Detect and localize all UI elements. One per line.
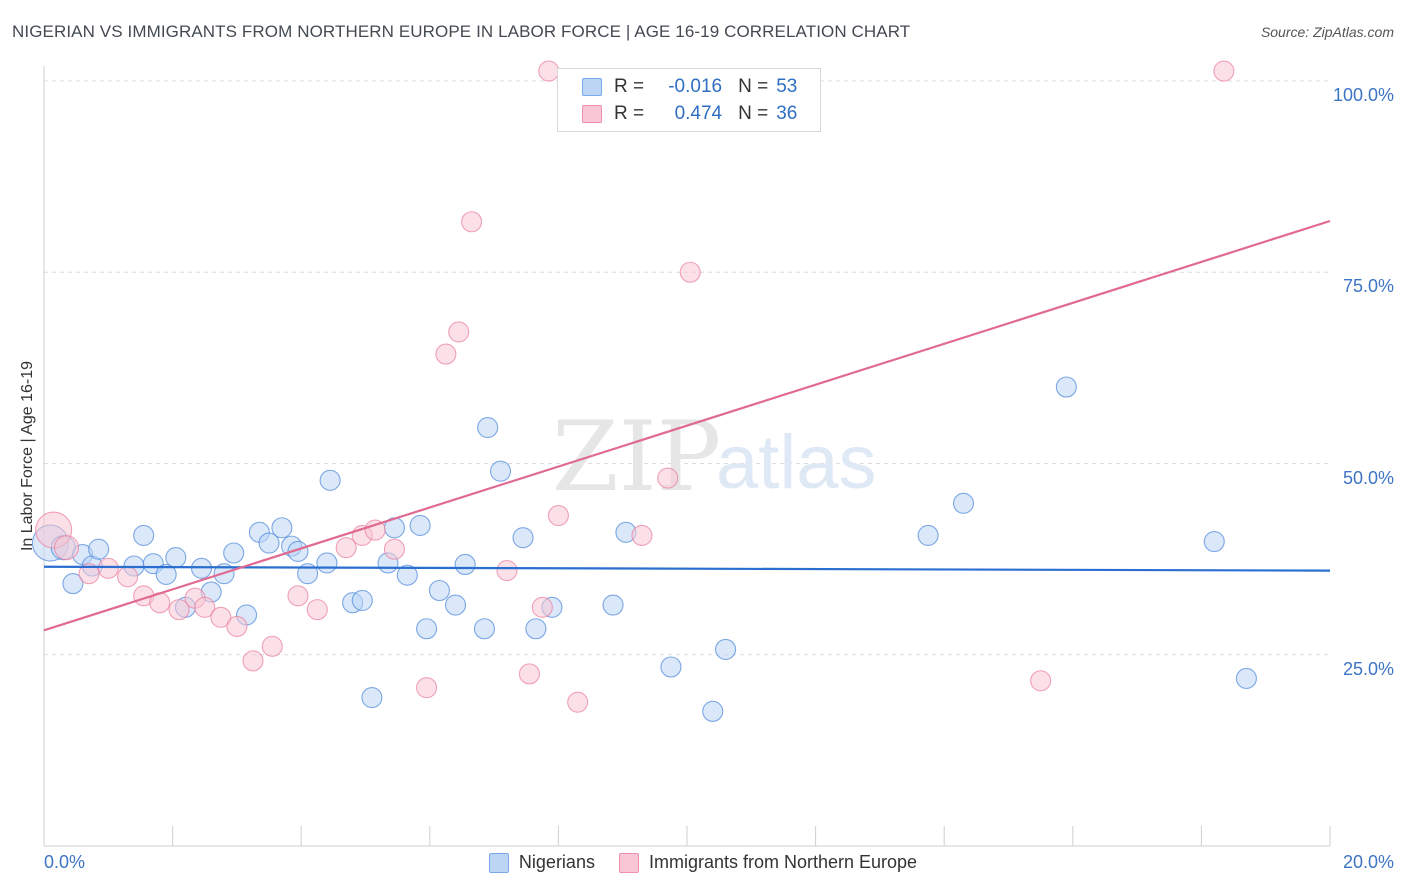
data-point-nigerians bbox=[454, 553, 476, 576]
swatch-nigerians bbox=[582, 78, 602, 96]
legend-label-nigerians: Nigerians bbox=[518, 852, 595, 872]
n-value: 36 bbox=[776, 103, 798, 124]
data-point-northern-europe bbox=[547, 504, 569, 527]
r-label: R = bbox=[614, 103, 645, 124]
stats-row-nigerians: R = -0.016 N = 53 bbox=[582, 74, 797, 100]
n-label: N = bbox=[738, 103, 769, 124]
data-point-nigerians bbox=[155, 563, 177, 585]
chart-legend: Nigerians Immigrants from Northern Europ… bbox=[0, 852, 1406, 873]
data-point-nigerians bbox=[258, 532, 280, 554]
data-point-nigerians bbox=[165, 547, 187, 569]
data-point-nigerians bbox=[489, 460, 512, 482]
data-point-nigerians bbox=[396, 564, 418, 586]
data-point-northern-europe bbox=[461, 211, 483, 233]
data-point-nigerians bbox=[512, 527, 534, 549]
trend-line-northern-europe bbox=[43, 219, 1331, 632]
data-point-nigerians bbox=[525, 618, 547, 640]
data-point-nigerians bbox=[952, 492, 975, 514]
data-point-nigerians bbox=[271, 517, 293, 539]
data-point-nigerians bbox=[444, 594, 467, 616]
data-point-northern-europe bbox=[567, 691, 589, 713]
data-point-northern-europe bbox=[226, 615, 248, 637]
data-point-northern-europe bbox=[168, 599, 190, 621]
y-tick-label: 75.0% bbox=[1342, 276, 1394, 297]
data-point-northern-europe bbox=[496, 560, 518, 582]
data-point-northern-europe bbox=[1213, 60, 1235, 82]
data-point-northern-europe bbox=[261, 635, 283, 657]
data-point-nigerians bbox=[477, 416, 499, 439]
data-point-northern-europe bbox=[194, 596, 216, 618]
data-point-nigerians bbox=[62, 573, 84, 595]
correlation-stats-box: R = -0.016 N = 53 R = 0.474 N = 36 bbox=[557, 68, 821, 132]
data-point-nigerians bbox=[409, 514, 431, 537]
data-point-nigerians bbox=[473, 618, 496, 640]
r-label: R = bbox=[614, 76, 645, 97]
data-point-northern-europe bbox=[416, 677, 438, 699]
trend-line-nigerians bbox=[43, 565, 1331, 572]
data-point-northern-europe bbox=[210, 606, 232, 628]
legend-swatch-nigerians bbox=[488, 852, 509, 873]
data-point-northern-europe bbox=[1030, 670, 1052, 692]
watermark-zip: ZIP bbox=[552, 401, 721, 513]
data-point-northern-europe bbox=[448, 321, 470, 343]
n-value: 53 bbox=[776, 76, 798, 97]
data-point-northern-europe bbox=[383, 538, 405, 560]
y-tick-label: 50.0% bbox=[1342, 467, 1394, 488]
legend-label-northern-europe: Immigrants from Northern Europe bbox=[648, 852, 918, 872]
stats-row-northern-europe: R = 0.474 N = 36 bbox=[582, 101, 797, 127]
swatch-northern-europe bbox=[582, 105, 602, 123]
data-point-northern-europe bbox=[631, 524, 653, 546]
data-point-northern-europe bbox=[335, 537, 357, 559]
data-point-nigerians bbox=[1203, 530, 1225, 553]
data-point-nigerians bbox=[88, 538, 110, 560]
data-point-nigerians bbox=[416, 618, 438, 640]
data-point-northern-europe bbox=[538, 60, 560, 82]
data-point-northern-europe bbox=[78, 563, 100, 585]
y-tick-label: 100.0% bbox=[1332, 85, 1394, 105]
data-point-northern-europe bbox=[657, 467, 679, 489]
data-point-nigerians bbox=[715, 638, 737, 660]
data-point-northern-europe bbox=[287, 585, 309, 607]
data-point-nigerians bbox=[316, 552, 338, 574]
chart-title: NIGERIAN VS IMMIGRANTS FROM NORTHERN EUR… bbox=[12, 22, 911, 41]
data-point-nigerians bbox=[133, 524, 155, 546]
data-point-nigerians bbox=[428, 579, 450, 602]
x-tick-label-max: 20.0% bbox=[1342, 852, 1394, 872]
data-point-nigerians bbox=[351, 589, 373, 611]
data-point-northern-europe bbox=[53, 535, 80, 561]
n-label: N = bbox=[738, 76, 769, 97]
data-point-northern-europe bbox=[435, 343, 457, 365]
legend-item-northern-europe[interactable]: Immigrants from Northern Europe bbox=[618, 852, 918, 873]
r-value: -0.016 bbox=[668, 76, 723, 97]
data-point-northern-europe bbox=[531, 596, 553, 618]
data-point-nigerians bbox=[702, 700, 724, 722]
data-point-northern-europe bbox=[518, 663, 541, 685]
data-point-nigerians bbox=[1235, 667, 1257, 690]
data-point-nigerians bbox=[660, 656, 682, 678]
data-point-northern-europe bbox=[117, 566, 139, 588]
data-point-nigerians bbox=[1055, 376, 1077, 398]
data-point-northern-europe bbox=[679, 261, 701, 283]
data-point-nigerians bbox=[602, 594, 624, 616]
data-point-northern-europe bbox=[306, 599, 328, 621]
data-point-nigerians bbox=[917, 524, 939, 546]
y-tick-label: 25.0% bbox=[1342, 658, 1394, 679]
legend-item-nigerians[interactable]: Nigerians bbox=[488, 852, 595, 873]
r-value: 0.474 bbox=[674, 103, 723, 124]
source-credit: Source: ZipAtlas.com bbox=[1260, 24, 1394, 40]
data-point-nigerians bbox=[319, 469, 341, 491]
watermark-atlas: atlas bbox=[716, 420, 877, 505]
data-point-northern-europe bbox=[97, 557, 119, 579]
data-point-northern-europe bbox=[242, 650, 264, 672]
x-tick-label-min: 0.0% bbox=[44, 852, 86, 872]
data-point-northern-europe bbox=[364, 519, 386, 541]
data-point-nigerians bbox=[223, 542, 245, 564]
data-point-nigerians bbox=[361, 687, 383, 709]
legend-swatch-northern-europe bbox=[618, 852, 639, 873]
